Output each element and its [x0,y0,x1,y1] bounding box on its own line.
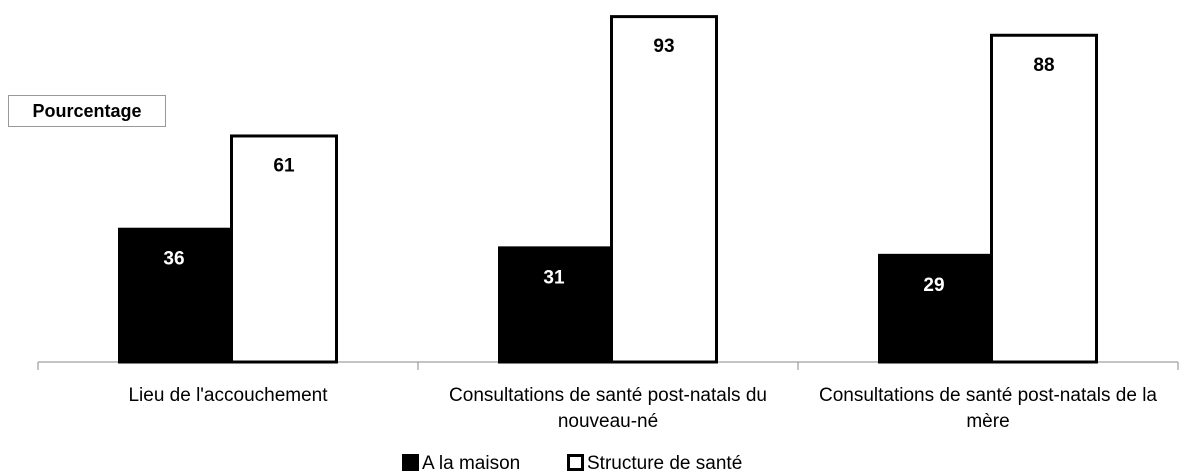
bar [878,253,990,364]
x-tick-label: Consultations de santé post-natals du no… [449,385,767,432]
legend-swatch [402,454,419,471]
x-tick-label: Lieu de l'accouchement [128,385,328,406]
data-label: 93 [653,36,674,57]
legend-label: Structure de santé [587,453,742,474]
bar [230,134,338,364]
data-label: 31 [543,267,565,288]
legend-label: A la maison [422,453,520,474]
data-label: 36 [163,249,184,270]
bar [990,33,1098,364]
bar [610,15,718,364]
data-label: 61 [273,155,295,176]
data-label: 29 [923,275,944,296]
bar [498,246,610,364]
x-tick-label: Consultations de santé post-natals de la… [819,385,1157,432]
bar [118,227,230,364]
y-axis-label: Pourcentage [8,95,166,127]
data-label: 88 [1033,55,1054,76]
legend-swatch [567,454,584,471]
